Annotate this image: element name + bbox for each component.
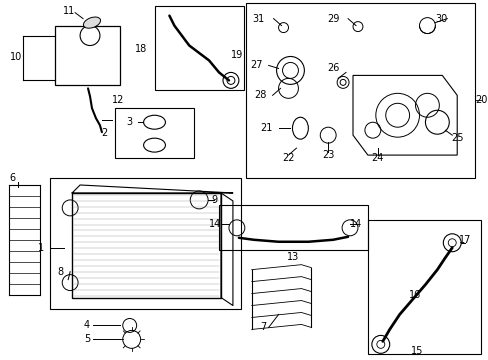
Text: 31: 31 xyxy=(252,14,264,24)
Text: 5: 5 xyxy=(83,334,90,345)
Text: 13: 13 xyxy=(287,252,299,262)
Text: 28: 28 xyxy=(254,90,266,100)
Text: 9: 9 xyxy=(211,195,217,205)
Ellipse shape xyxy=(83,17,101,28)
Text: 2: 2 xyxy=(102,128,108,138)
Text: 18: 18 xyxy=(135,44,147,54)
Text: 29: 29 xyxy=(326,14,339,24)
Text: 15: 15 xyxy=(410,346,423,356)
Text: 8: 8 xyxy=(57,267,63,276)
Text: 14: 14 xyxy=(208,219,221,229)
Text: 1: 1 xyxy=(38,243,44,253)
Text: 12: 12 xyxy=(111,95,124,105)
Text: 11: 11 xyxy=(63,6,75,15)
Text: 21: 21 xyxy=(260,123,272,133)
Text: 30: 30 xyxy=(434,14,447,24)
Text: 19: 19 xyxy=(230,50,243,60)
Text: 23: 23 xyxy=(322,150,334,160)
Text: 24: 24 xyxy=(371,153,383,163)
Text: 20: 20 xyxy=(474,95,486,105)
Text: 26: 26 xyxy=(326,63,339,73)
Text: 10: 10 xyxy=(9,53,21,63)
Text: 3: 3 xyxy=(126,117,133,127)
Text: 16: 16 xyxy=(408,289,421,300)
Text: 17: 17 xyxy=(458,235,470,245)
Text: 22: 22 xyxy=(282,153,294,163)
Text: 7: 7 xyxy=(260,323,266,332)
Text: 25: 25 xyxy=(450,133,463,143)
Text: 4: 4 xyxy=(84,320,90,330)
Text: 6: 6 xyxy=(10,173,16,183)
Text: 27: 27 xyxy=(250,60,263,71)
Text: 14: 14 xyxy=(349,219,362,229)
